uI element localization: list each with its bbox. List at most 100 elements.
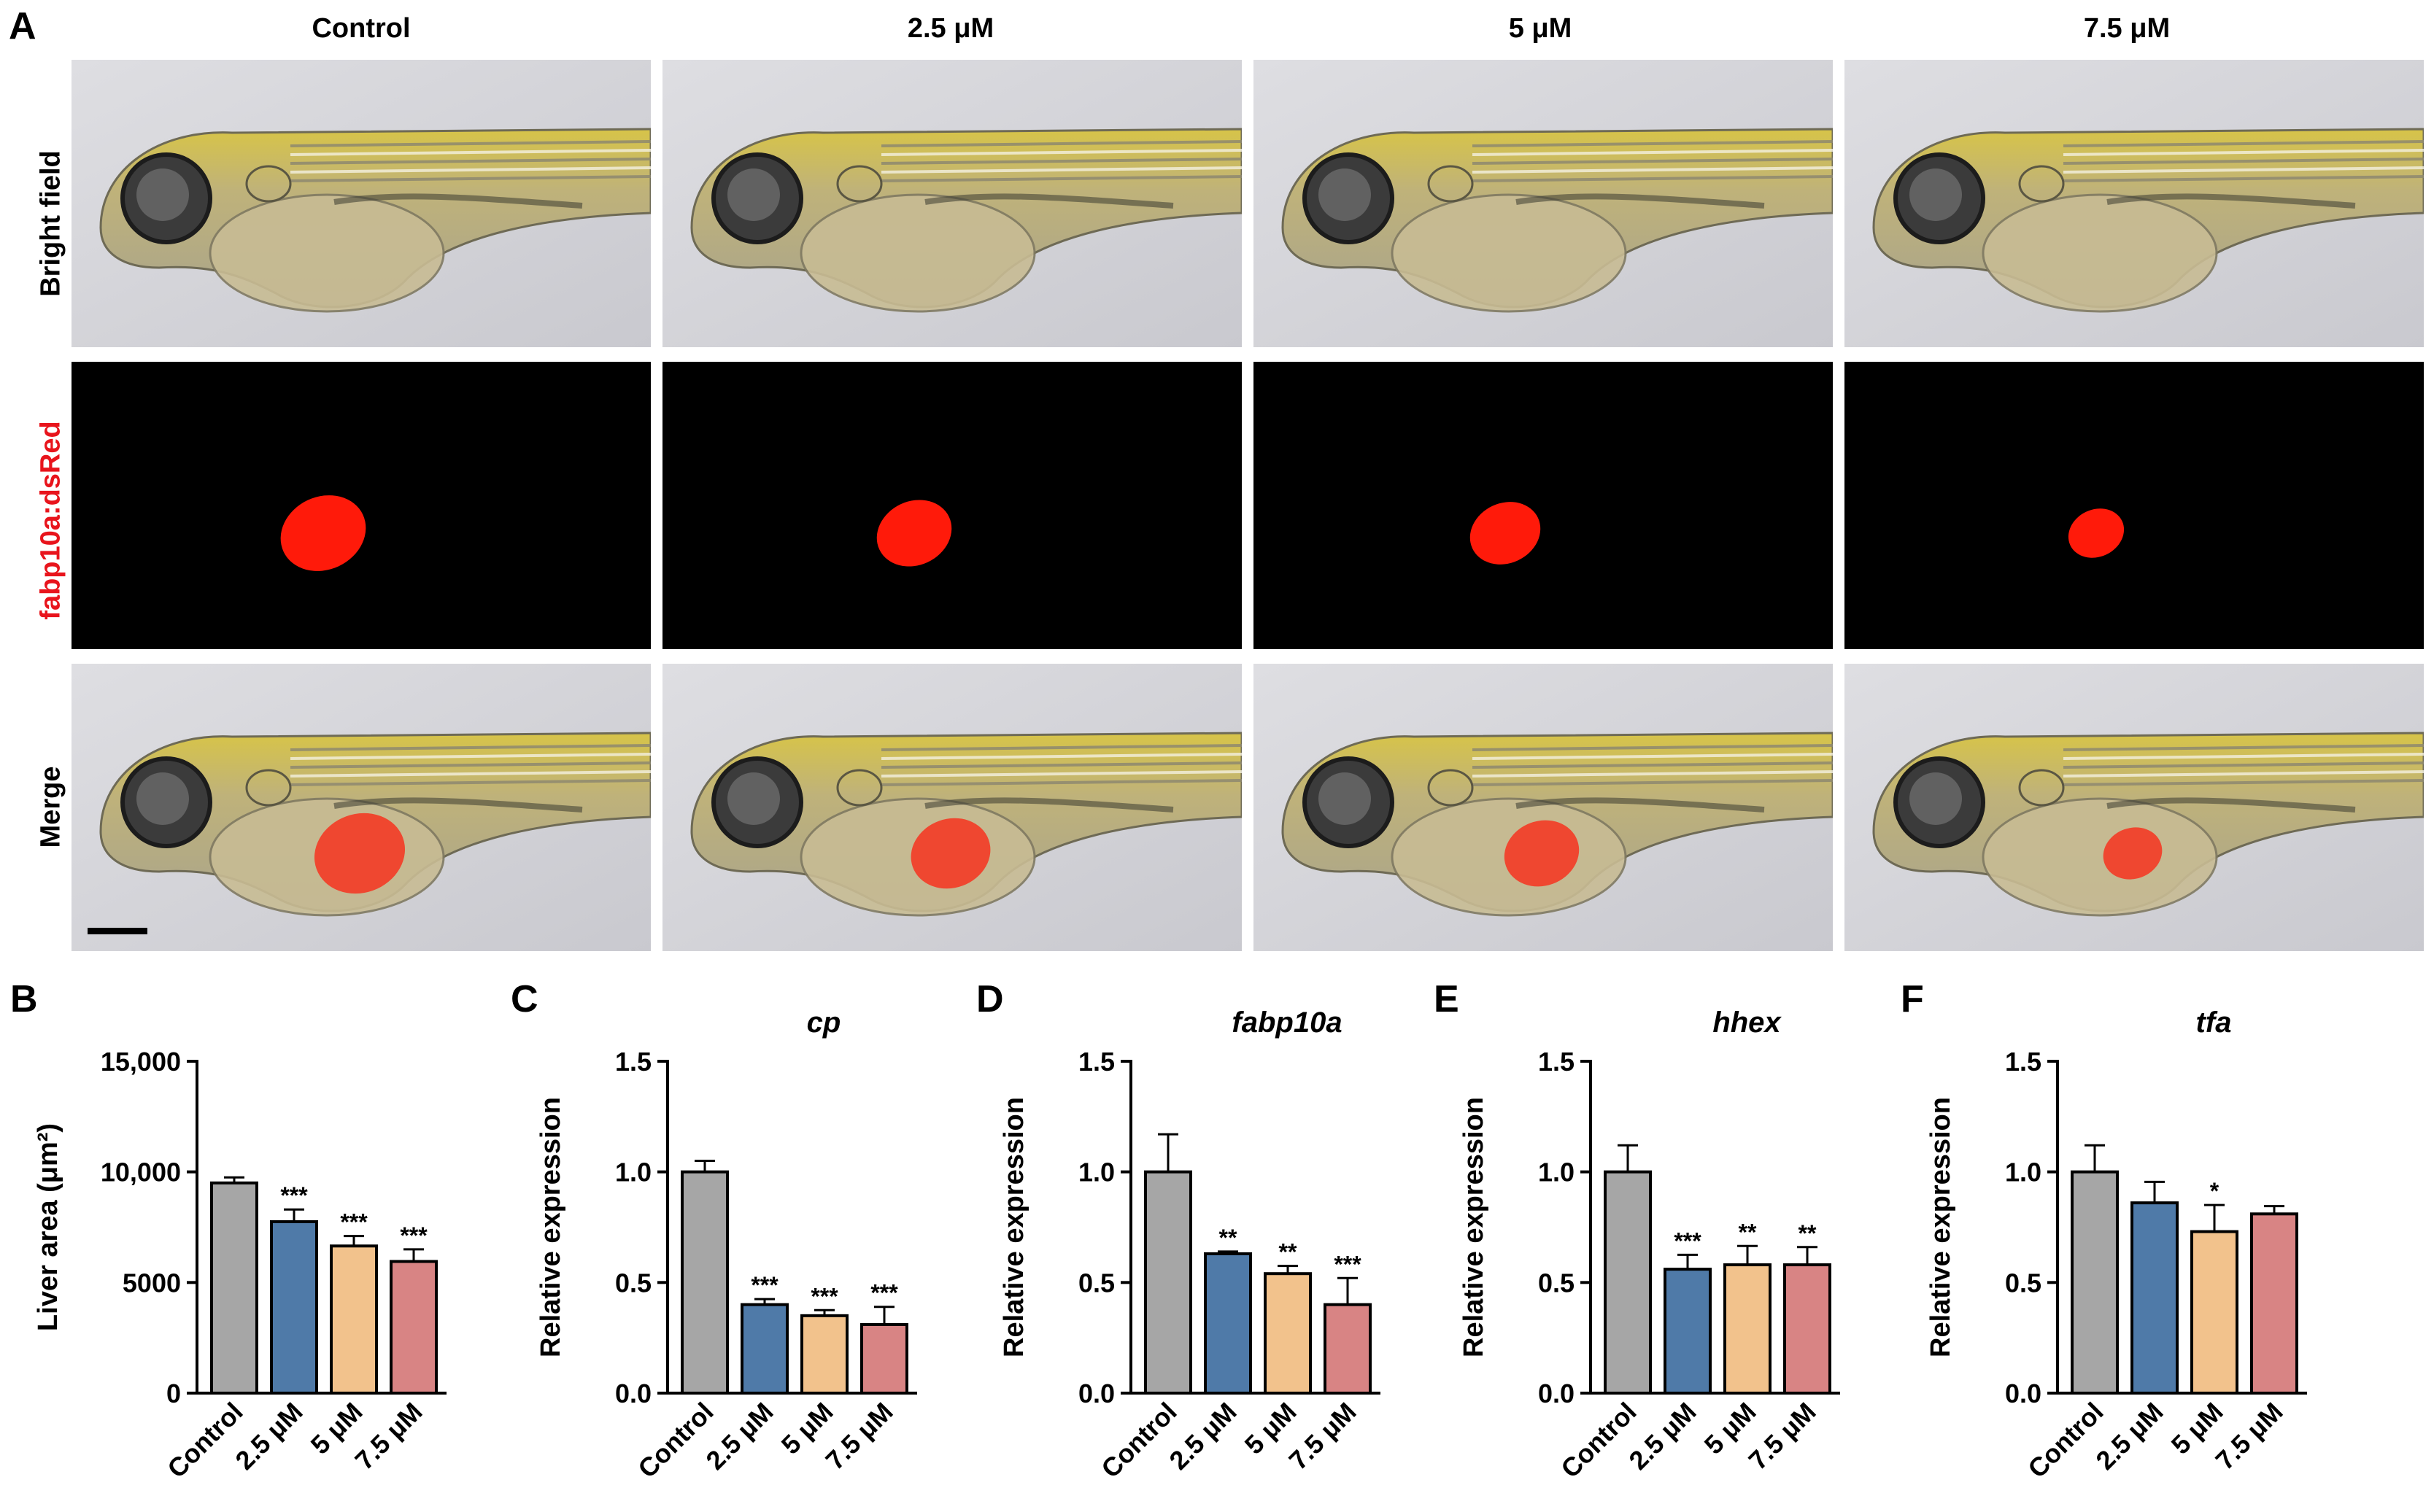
bar — [1604, 1170, 1652, 1395]
bar — [1144, 1170, 1192, 1395]
row-label-bright-field: Bright field — [35, 150, 66, 297]
x-tick-label: Control — [632, 1397, 719, 1484]
y-tick-label: 1.5 — [1538, 1047, 1575, 1077]
y-tick-label: 1.5 — [2005, 1047, 2041, 1077]
y-tick-label: 0.0 — [2005, 1379, 2041, 1408]
panel-label-e: E — [1434, 978, 1459, 1020]
panel-label-a: A — [9, 5, 36, 47]
x-tick-label: 7.5 μM — [1742, 1397, 1821, 1476]
significance-marker: ** — [1279, 1239, 1297, 1265]
y-axis-label: Relative expression — [1459, 1097, 1489, 1357]
liver-fluorescence — [280, 495, 366, 571]
y-tick-label: 1.0 — [1078, 1158, 1115, 1187]
significance-marker: *** — [340, 1209, 368, 1236]
bar — [1783, 1263, 1831, 1395]
bar — [681, 1170, 729, 1395]
x-tick-label: 2.5 μM — [700, 1397, 779, 1476]
significance-marker: *** — [400, 1222, 428, 1249]
chart-title: fabp10a — [1232, 1007, 1342, 1039]
y-axis-label: Relative expression — [999, 1097, 1029, 1357]
chart-d: fabp10a 0.0 0.5 1.0 1.5 Relative expression Co… — [999, 1007, 1380, 1484]
y-tick-label: 0.5 — [1538, 1268, 1575, 1298]
merge-image-5 — [1253, 664, 1833, 951]
x-tick-label: Control — [1555, 1397, 1642, 1484]
row-label-merge: Merge — [35, 766, 66, 848]
x-tick-label: 2.5 μM — [229, 1397, 308, 1476]
bar — [2190, 1230, 2238, 1395]
y-axis-label: Relative expression — [536, 1097, 566, 1357]
significance-marker: *** — [280, 1182, 308, 1209]
fluorescence-image-2-5 — [662, 362, 1242, 649]
significance-marker: * — [2210, 1178, 2219, 1204]
fluorescence-image-control — [72, 362, 651, 649]
significance-marker: ** — [1739, 1219, 1757, 1245]
x-tick-label: 2.5 μM — [2090, 1397, 2168, 1476]
y-axis-label: Relative expression — [1925, 1097, 1956, 1357]
bar — [270, 1220, 318, 1395]
liver-fluorescence — [2068, 508, 2125, 558]
chart-title: tfa — [2196, 1007, 2232, 1039]
x-tick-label: Control — [161, 1397, 248, 1484]
column-label-2-5: 2.5 μM — [907, 13, 994, 44]
chart-f: tfa 0.0 0.5 1.0 1.5 Relative expression Contro… — [1925, 1007, 2307, 1484]
bar — [800, 1314, 849, 1395]
column-label-control: Control — [312, 13, 411, 44]
bar — [2250, 1212, 2298, 1395]
significance-marker: *** — [870, 1280, 898, 1306]
bar — [1324, 1303, 1372, 1395]
y-tick-label: 1.0 — [1538, 1158, 1575, 1187]
y-tick-label: 15,000 — [101, 1047, 181, 1077]
scale-bar — [88, 928, 147, 934]
y-tick-label: 0.0 — [1078, 1379, 1115, 1408]
y-tick-label: 0.0 — [1538, 1379, 1575, 1408]
bright-field-image-5 — [1253, 60, 1833, 347]
bar — [1723, 1263, 1772, 1395]
bar — [860, 1322, 908, 1395]
x-tick-label: 2.5 μM — [1163, 1397, 1242, 1476]
y-tick-label: 1.0 — [615, 1158, 652, 1187]
bar — [390, 1260, 438, 1395]
y-tick-label: 5000 — [123, 1268, 181, 1298]
bar — [2071, 1170, 2119, 1395]
bright-field-image-7-5 — [1844, 60, 2424, 347]
y-tick-label: 0.5 — [615, 1268, 652, 1298]
bar — [1264, 1272, 1312, 1395]
x-tick-label: 7.5 μM — [2209, 1397, 2288, 1476]
significance-marker: *** — [1674, 1228, 1701, 1254]
y-axis-label: Liver area (μm²) — [33, 1123, 63, 1331]
bar — [330, 1244, 378, 1395]
significance-marker: *** — [751, 1272, 779, 1298]
x-tick-label: 2.5 μM — [1623, 1397, 1701, 1476]
y-tick-label: 1.5 — [1078, 1047, 1115, 1077]
y-tick-label: 0.5 — [1078, 1268, 1115, 1298]
y-tick-label: 0 — [166, 1379, 181, 1408]
x-tick-label: Control — [2022, 1397, 2109, 1484]
merge-image-7-5 — [1844, 664, 2424, 951]
x-tick-label: Control — [1095, 1397, 1182, 1484]
bar — [210, 1181, 258, 1395]
y-tick-label: 10,000 — [101, 1158, 181, 1187]
row-label-fabp10a-dsred: fabp10a:dsRed — [35, 421, 66, 620]
bar — [1204, 1252, 1252, 1395]
significance-marker: *** — [811, 1283, 838, 1309]
column-label-5: 5 μM — [1508, 13, 1572, 44]
bar — [1664, 1268, 1712, 1395]
significance-marker: ** — [1799, 1220, 1817, 1247]
merge-image-2-5 — [662, 664, 1242, 951]
bright-field-image-2-5 — [662, 60, 1242, 347]
y-tick-label: 0.0 — [615, 1379, 652, 1408]
x-tick-label: 7.5 μM — [349, 1397, 428, 1476]
x-tick-label: 7.5 μM — [819, 1397, 898, 1476]
column-label-7-5: 7.5 μM — [2083, 13, 2171, 44]
bright-field-image-control — [72, 60, 651, 347]
significance-marker: ** — [1219, 1225, 1237, 1251]
fluorescence-image-5 — [1253, 362, 1833, 649]
fluorescence-image-7-5 — [1844, 362, 2424, 649]
chart-title: cp — [807, 1007, 841, 1039]
y-tick-label: 0.5 — [2005, 1268, 2041, 1298]
panel-label-d: D — [976, 978, 1004, 1020]
merge-image-control — [72, 664, 651, 951]
chart-title: hhex — [1712, 1007, 1782, 1039]
liver-fluorescence — [1469, 502, 1541, 565]
liver-fluorescence — [876, 500, 952, 567]
